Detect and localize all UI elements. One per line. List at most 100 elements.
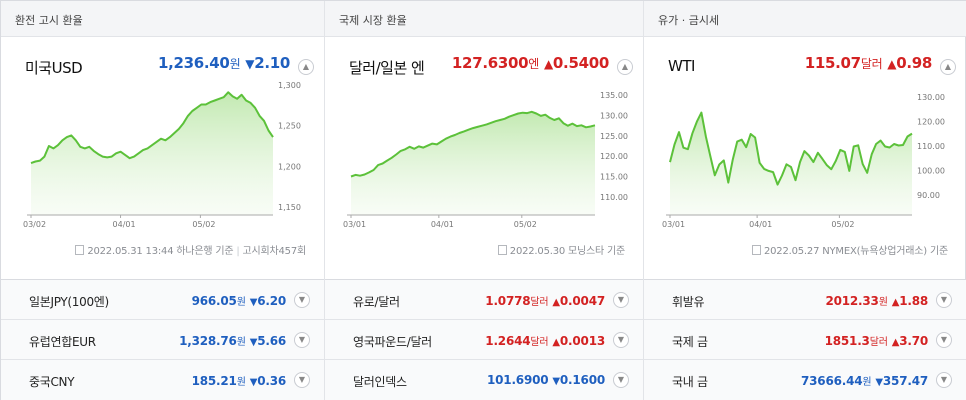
source-text: 2022.05.30 모닝스타 기준 [509, 246, 625, 257]
document-icon [75, 245, 85, 255]
list-item[interactable]: 일본JPY(100엔) 966.05원 ▼6.20 ▼ [1, 280, 324, 320]
chevron-down-icon[interactable]: ▼ [613, 332, 629, 348]
y-tick-label: 90.00 [917, 191, 940, 200]
hero-rate: 127.6300엔 ▲0.5400 [452, 54, 609, 72]
hero-rate-unit: 엔 [528, 57, 540, 71]
x-tick-label: 04/01 [431, 220, 454, 229]
document-icon [497, 245, 507, 255]
y-tick-label: 100.00 [917, 166, 945, 175]
chevron-down-icon[interactable]: ▼ [936, 332, 952, 348]
list-item-name: 달러인덱스 [353, 375, 407, 389]
list-item[interactable]: 영국파운드/달러 1.2644달러 ▲0.0013 ▼ [325, 320, 643, 360]
list-item-rate: 1,328.76원 ▼5.66 [179, 334, 286, 348]
list-item[interactable]: 국제 금 1851.3달러 ▲3.70 ▼ [644, 320, 966, 360]
y-tick-label: 130.00 [917, 93, 945, 102]
y-tick-label: 135.00 [600, 91, 628, 100]
hero-rate-change: 2.10 [254, 54, 290, 72]
down-arrow-icon: ▼ [249, 297, 258, 308]
chevron-down-icon[interactable]: ▼ [936, 372, 952, 388]
series-line [669, 111, 913, 186]
rate-chart: 130.00 120.00 110.00 100.00 90.00 03/01 04/01 0… [662, 93, 945, 229]
x-tick-label: 03/01 [343, 220, 366, 229]
chevron-up-icon[interactable]: ▲ [940, 59, 956, 75]
source-info: 2022.05.27 NYMEX(뉴욕상업거래소) 기준 [751, 242, 948, 257]
area-fill [31, 92, 273, 215]
hero-rate-unit: 원 [229, 57, 241, 71]
rate-list: 유로/달러 1.0778달러 ▲0.0047 ▼ 영국파운드/달러 1.2644… [325, 279, 643, 400]
chevron-down-icon[interactable]: ▼ [294, 372, 310, 388]
chevron-down-icon[interactable]: ▼ [936, 292, 952, 308]
x-tick-label: 03/02 [23, 220, 46, 229]
up-arrow-icon: ▲ [552, 337, 560, 348]
chevron-down-icon[interactable]: ▼ [613, 292, 629, 308]
list-item-rate: 966.05원 ▼6.20 [191, 294, 287, 308]
down-arrow-icon: ▼ [552, 376, 560, 387]
rate-list: 일본JPY(100엔) 966.05원 ▼6.20 ▼ 유럽연합EUR 1,32… [1, 279, 324, 400]
list-item-name: 영국파운드/달러 [353, 335, 432, 349]
list-item-rate: 2012.33원 ▲1.88 [825, 294, 928, 308]
list-item-name: 유로/달러 [353, 295, 400, 309]
series-line [30, 91, 274, 165]
panel-exchange-notice: 환전 고시 환율 미국USD 1,236.40원 ▼2.10 ▲ 1,300 1,… [1, 1, 325, 400]
up-arrow-icon: ▲ [887, 57, 897, 71]
hero-rate: 115.07달러 ▲0.98 [804, 54, 933, 72]
list-item-name: 휘발유 [672, 295, 705, 309]
source-text: 2022.05.31 13:44 하나은행 기준 [87, 246, 234, 257]
down-arrow-icon: ▼ [249, 337, 258, 348]
down-arrow-icon: ▼ [245, 57, 255, 71]
chevron-down-icon[interactable]: ▼ [294, 292, 310, 308]
list-item-rate: 1.2644달러 ▲0.0013 [485, 334, 605, 348]
hero-rate-value: 1,236.40 [157, 54, 230, 72]
list-item[interactable]: 중국CNY 185.21원 ▼0.36 ▼ [1, 360, 324, 400]
source-info: 2022.05.30 모닝스타 기준 [497, 242, 625, 257]
up-arrow-icon: ▲ [552, 297, 560, 308]
list-item[interactable]: 국내 금 73666.44원 ▼357.47 ▼ [644, 360, 966, 400]
panel-header: 국제 시장 환율 [325, 1, 643, 37]
y-tick-label: 120.00 [600, 152, 628, 161]
chevron-down-icon[interactable]: ▼ [613, 372, 629, 388]
list-item-rate: 1.0778달러 ▲0.0047 [485, 294, 605, 308]
hero-commodity-name[interactable]: WTI [668, 57, 695, 75]
hero-rate-value: 115.07 [804, 54, 861, 72]
list-item-name: 국내 금 [672, 375, 708, 389]
panel-oil-gold: 유가 · 금시세 WTI 115.07달러 ▲0.98 ▲ 130.00 120.… [644, 1, 966, 400]
list-item-rate: 185.21원 ▼0.36 [191, 374, 287, 388]
list-item-name: 중국CNY [29, 375, 75, 389]
list-item[interactable]: 유로/달러 1.0778달러 ▲0.0047 ▼ [325, 280, 643, 320]
hero-rate: 1,236.40원 ▼2.10 [158, 54, 290, 72]
y-tick-label: 110.00 [600, 193, 628, 202]
series-line [350, 110, 596, 178]
document-icon [751, 245, 761, 255]
hero-rate-change: 0.5400 [552, 54, 609, 72]
source-extra: 고시회차457회 [242, 246, 307, 257]
x-tick-label: 04/01 [113, 220, 136, 229]
list-item-name: 유럽연합EUR [29, 335, 96, 349]
panel-header: 환전 고시 환율 [1, 1, 324, 37]
source-info: 2022.05.31 13:44 하나은행 기준 | 고시회차457회 [75, 242, 306, 257]
list-item[interactable]: 유럽연합EUR 1,328.76원 ▼5.66 ▼ [1, 320, 324, 360]
y-tick-label: 1,200 [278, 162, 301, 171]
list-item-name: 국제 금 [672, 335, 708, 349]
x-tick-label: 04/01 [749, 220, 772, 229]
area-fill [351, 111, 595, 215]
up-arrow-icon: ▲ [891, 337, 900, 348]
x-tick-label: 05/02 [192, 220, 215, 229]
y-tick-label: 1,250 [278, 122, 301, 131]
chevron-up-icon[interactable]: ▲ [298, 59, 314, 75]
hero-currency-name[interactable]: 달러/일본 엔 [349, 59, 425, 77]
list-item[interactable]: 휘발유 2012.33원 ▲1.88 ▼ [644, 280, 966, 320]
y-tick-label: 115.00 [600, 173, 628, 182]
hero-currency-name[interactable]: 미국USD [25, 59, 83, 77]
up-arrow-icon: ▲ [543, 57, 553, 71]
chevron-down-icon[interactable]: ▼ [294, 332, 310, 348]
down-arrow-icon: ▼ [875, 377, 883, 388]
x-tick-label: 05/02 [514, 220, 537, 229]
area-fill [670, 112, 912, 215]
y-tick-label: 125.00 [600, 132, 628, 141]
chevron-up-icon[interactable]: ▲ [617, 59, 633, 75]
hero-section: WTI 115.07달러 ▲0.98 ▲ 130.00 120.00 110.00 1… [644, 37, 966, 279]
list-item[interactable]: 달러인덱스 101.6900 ▼0.1600 ▼ [325, 360, 643, 400]
y-tick-label: 1,150 [278, 203, 301, 212]
y-tick-label: 110.00 [917, 142, 945, 151]
